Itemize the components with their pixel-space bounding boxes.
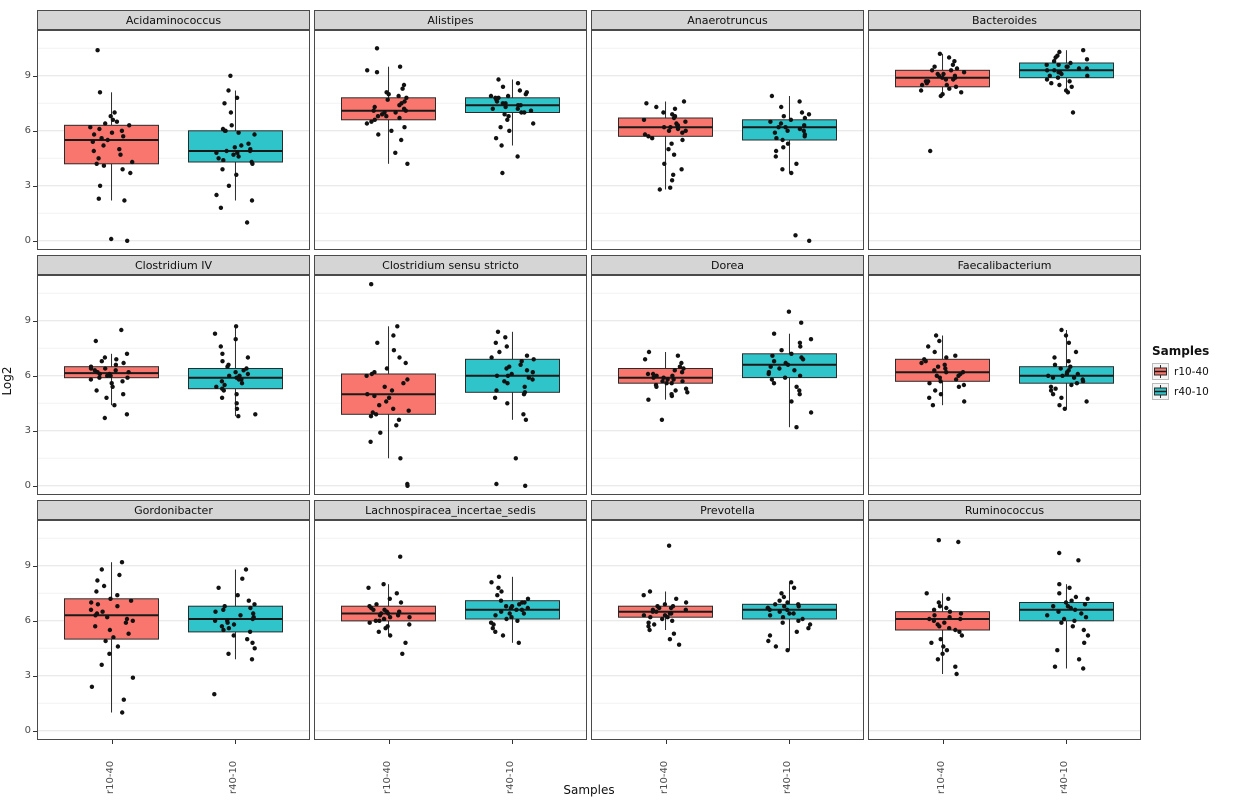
y-tick-label: 0	[24, 235, 31, 246]
facet-strip: Ruminococcus	[868, 500, 1141, 520]
y-tick-mark	[33, 321, 37, 322]
y-tick-mark	[33, 186, 37, 187]
facet-strip: Gordonibacter	[37, 500, 310, 520]
facet-strip: Faecalibacterium	[868, 255, 1141, 275]
y-tick-label: 3	[24, 180, 31, 191]
x-tick-mark	[1066, 740, 1067, 744]
y-tick-label: 9	[24, 560, 31, 571]
x-tick-mark	[389, 740, 390, 744]
x-tick-mark	[112, 740, 113, 744]
facet-strip: Acidaminococcus	[37, 10, 310, 30]
facet-strip: Anaerotruncus	[591, 10, 864, 30]
y-tick-mark	[33, 486, 37, 487]
y-tick-mark	[33, 76, 37, 77]
facet-strip: Dorea	[591, 255, 864, 275]
y-tick-label: 3	[24, 425, 31, 436]
y-axis-title: Log2	[0, 366, 14, 396]
facet-plot	[868, 275, 1141, 495]
facet-strip: Clostridium IV	[37, 255, 310, 275]
y-tick-mark	[33, 431, 37, 432]
facet-strip: Clostridium sensu stricto	[314, 255, 587, 275]
y-tick-mark	[33, 131, 37, 132]
facet-strip: Prevotella	[591, 500, 864, 520]
x-tick-label: r40-10	[228, 760, 239, 794]
legend-item: r40-10	[1152, 383, 1236, 400]
facet-plot	[314, 275, 587, 495]
y-tick-mark	[33, 241, 37, 242]
y-tick-mark	[33, 566, 37, 567]
facet-plot	[314, 520, 587, 740]
y-tick-mark	[33, 621, 37, 622]
legend: Samples r10-40 r40-10	[1152, 344, 1236, 403]
y-tick-label: 9	[24, 315, 31, 326]
facet-plot	[868, 520, 1141, 740]
x-axis-title: Samples	[563, 783, 615, 797]
x-tick-mark	[789, 740, 790, 744]
y-tick-label: 3	[24, 670, 31, 681]
y-tick-label: 9	[24, 70, 31, 81]
facet-plot	[591, 520, 864, 740]
legend-title: Samples	[1152, 344, 1210, 358]
x-tick-label: r40-10	[782, 760, 793, 794]
x-tick-mark	[943, 740, 944, 744]
x-tick-mark	[666, 740, 667, 744]
facet-plot	[868, 30, 1141, 250]
y-tick-label: 6	[24, 615, 31, 626]
facet-plot	[591, 275, 864, 495]
x-tick-mark	[512, 740, 513, 744]
y-tick-mark	[33, 376, 37, 377]
facet-strip: Lachnospiracea_incertae_sedis	[314, 500, 587, 520]
facet-strip: Alistipes	[314, 10, 587, 30]
facet-plot	[37, 520, 310, 740]
legend-item-label: r40-10	[1174, 385, 1209, 398]
legend-items: r10-40 r40-10	[1152, 363, 1236, 400]
legend-key-swatch	[1152, 363, 1169, 380]
x-tick-label: r40-10	[1059, 760, 1070, 794]
facet-strip: Bacteroides	[868, 10, 1141, 30]
x-tick-label: r10-40	[659, 760, 670, 794]
y-tick-mark	[33, 731, 37, 732]
x-tick-label: r10-40	[936, 760, 947, 794]
x-tick-mark	[235, 740, 236, 744]
x-tick-label: r10-40	[105, 760, 116, 794]
legend-item: r10-40	[1152, 363, 1236, 380]
y-tick-label: 6	[24, 370, 31, 381]
y-tick-mark	[33, 676, 37, 677]
facet-plot	[591, 30, 864, 250]
x-tick-label: r10-40	[382, 760, 393, 794]
y-tick-label: 0	[24, 725, 31, 736]
y-tick-label: 0	[24, 480, 31, 491]
x-tick-label: r40-10	[505, 760, 516, 794]
y-tick-label: 6	[24, 125, 31, 136]
facet-plot	[37, 275, 310, 495]
facet-plot	[37, 30, 310, 250]
legend-item-label: r10-40	[1174, 365, 1209, 378]
legend-key-swatch	[1152, 383, 1169, 400]
facet-plot	[314, 30, 587, 250]
